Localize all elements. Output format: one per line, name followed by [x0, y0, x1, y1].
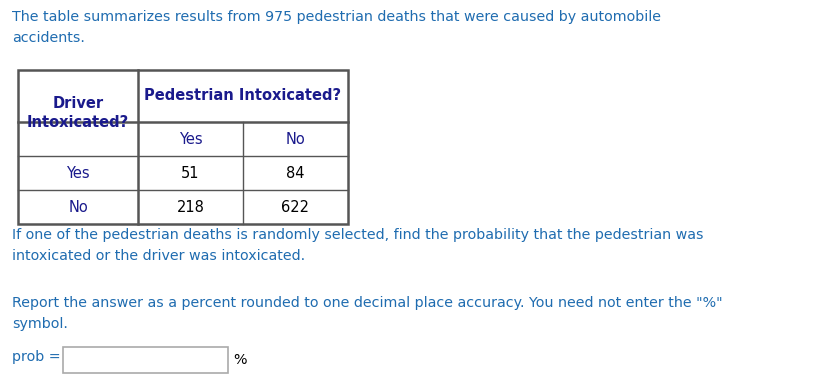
Text: If one of the pedestrian deaths is randomly selected, find the probability that : If one of the pedestrian deaths is rando…: [12, 228, 704, 263]
Text: Yes: Yes: [66, 166, 90, 180]
Text: The table summarizes results from 975 pedestrian deaths that were caused by auto: The table summarizes results from 975 pe…: [12, 10, 661, 45]
Text: %: %: [233, 353, 246, 367]
Text: No: No: [68, 200, 88, 215]
Text: 84: 84: [286, 166, 305, 180]
Text: Yes: Yes: [179, 131, 202, 147]
Text: prob =: prob =: [12, 350, 60, 364]
Text: 622: 622: [281, 200, 309, 215]
Text: 51: 51: [181, 166, 200, 180]
Text: Report the answer as a percent rounded to one decimal place accuracy. You need n: Report the answer as a percent rounded t…: [12, 296, 722, 331]
Text: Driver
Intoxicated?: Driver Intoxicated?: [27, 96, 129, 130]
Text: No: No: [286, 131, 306, 147]
Text: Pedestrian Intoxicated?: Pedestrian Intoxicated?: [144, 88, 342, 104]
Bar: [18, 70, 348, 224]
Text: 218: 218: [176, 200, 204, 215]
Bar: [63, 347, 228, 373]
